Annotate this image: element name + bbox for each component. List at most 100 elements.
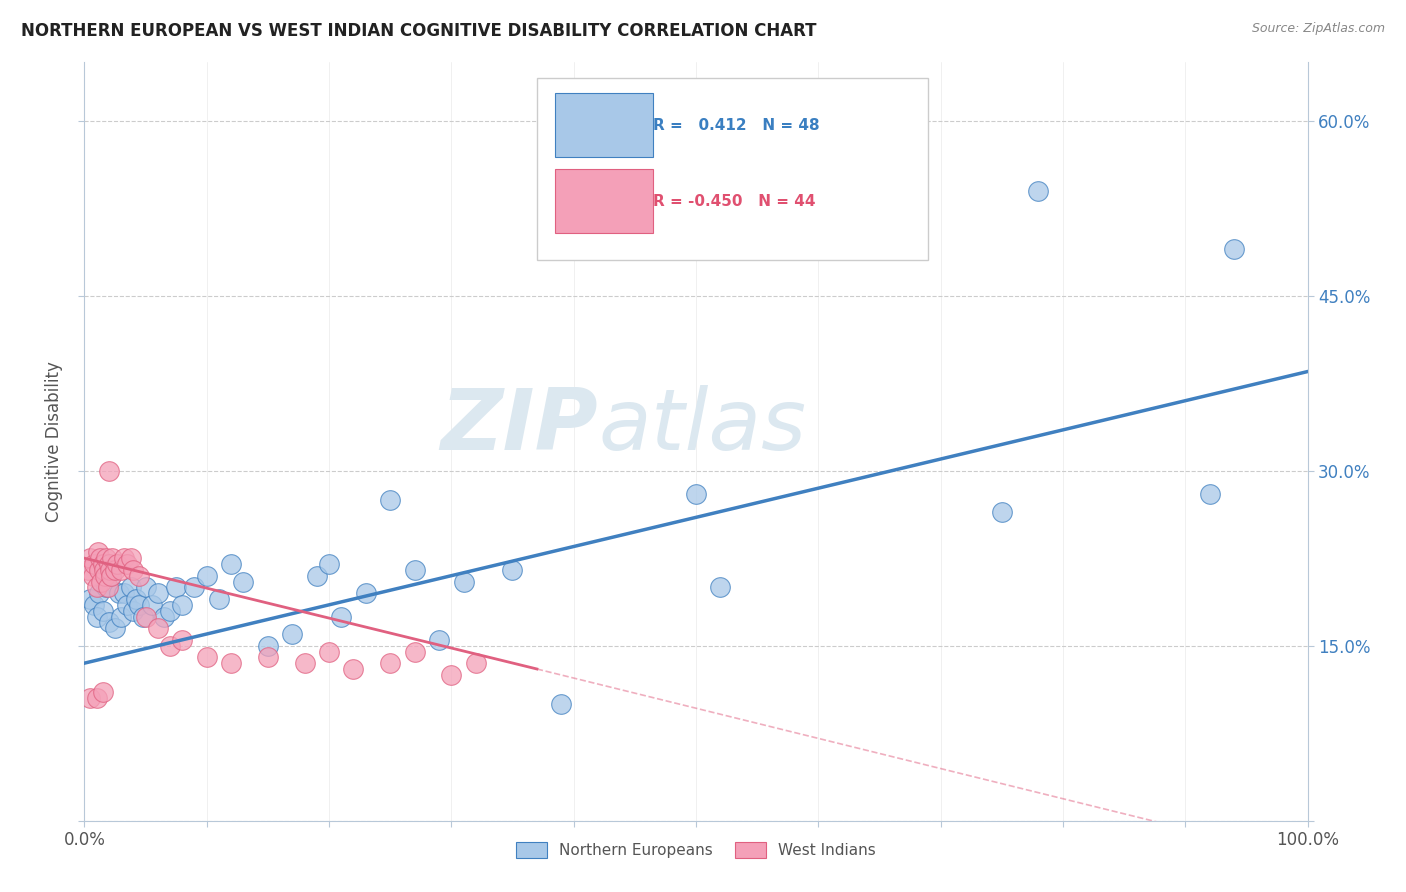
- Point: [97, 464, 120, 478]
- Point: [232, 574, 254, 589]
- Point: [104, 621, 127, 635]
- Point: [105, 557, 128, 571]
- Point: [87, 586, 110, 600]
- Point: [120, 551, 142, 566]
- FancyBboxPatch shape: [555, 93, 654, 157]
- Point: [77, 563, 100, 577]
- Point: [94, 568, 117, 582]
- Point: [342, 662, 364, 676]
- Point: [1028, 184, 1050, 198]
- Point: [427, 632, 450, 647]
- Point: [380, 656, 402, 670]
- FancyBboxPatch shape: [555, 169, 654, 233]
- Point: [101, 551, 124, 566]
- Point: [89, 551, 111, 566]
- Point: [464, 656, 486, 670]
- Point: [404, 563, 426, 577]
- Point: [380, 492, 402, 507]
- Point: [195, 568, 218, 582]
- FancyBboxPatch shape: [537, 78, 928, 260]
- Point: [86, 580, 108, 594]
- Point: [90, 574, 112, 589]
- Point: [219, 656, 242, 670]
- Point: [91, 557, 114, 571]
- Point: [318, 557, 340, 571]
- Text: atlas: atlas: [598, 384, 806, 468]
- Point: [165, 580, 187, 594]
- Point: [87, 563, 110, 577]
- Point: [86, 609, 108, 624]
- Point: [1198, 487, 1220, 501]
- Point: [107, 586, 129, 600]
- Point: [453, 574, 475, 589]
- Point: [110, 609, 132, 624]
- Point: [104, 563, 127, 577]
- Point: [208, 592, 231, 607]
- Point: [257, 639, 280, 653]
- Point: [219, 557, 242, 571]
- Point: [146, 621, 169, 635]
- Point: [159, 639, 181, 653]
- Text: R = -0.450   N = 44: R = -0.450 N = 44: [654, 194, 815, 209]
- Point: [96, 551, 118, 566]
- Point: [96, 580, 118, 594]
- Point: [128, 568, 150, 582]
- Point: [97, 615, 120, 630]
- Point: [86, 691, 108, 706]
- Point: [1223, 242, 1246, 256]
- Point: [141, 598, 163, 612]
- Point: [330, 609, 353, 624]
- Point: [91, 685, 114, 699]
- Point: [709, 580, 731, 594]
- Point: [318, 644, 340, 658]
- Point: [100, 568, 122, 582]
- Point: [991, 504, 1014, 518]
- Point: [122, 604, 145, 618]
- Point: [354, 586, 377, 600]
- Point: [404, 644, 426, 658]
- Point: [112, 586, 135, 600]
- Point: [159, 604, 181, 618]
- Point: [79, 551, 101, 566]
- Point: [132, 609, 155, 624]
- Point: [87, 545, 110, 559]
- Point: [257, 650, 280, 665]
- Point: [79, 691, 101, 706]
- Point: [93, 563, 115, 577]
- Point: [135, 609, 157, 624]
- Point: [183, 580, 205, 594]
- Point: [550, 697, 572, 711]
- Point: [305, 568, 328, 582]
- Text: Source: ZipAtlas.com: Source: ZipAtlas.com: [1251, 22, 1385, 36]
- Point: [83, 598, 105, 612]
- Point: [146, 586, 169, 600]
- Point: [98, 563, 121, 577]
- Point: [440, 668, 463, 682]
- Point: [153, 609, 176, 624]
- Text: R =   0.412   N = 48: R = 0.412 N = 48: [654, 118, 820, 133]
- Y-axis label: Cognitive Disability: Cognitive Disability: [45, 361, 63, 522]
- Text: NORTHERN EUROPEAN VS WEST INDIAN COGNITIVE DISABILITY CORRELATION CHART: NORTHERN EUROPEAN VS WEST INDIAN COGNITI…: [21, 22, 817, 40]
- Point: [120, 580, 142, 594]
- Point: [195, 650, 218, 665]
- Point: [172, 632, 194, 647]
- Legend: Northern Europeans, West Indians: Northern Europeans, West Indians: [509, 835, 883, 866]
- Point: [122, 563, 145, 577]
- Point: [115, 557, 138, 571]
- Point: [97, 580, 120, 594]
- Point: [685, 487, 707, 501]
- Point: [281, 627, 304, 641]
- Point: [115, 598, 138, 612]
- Point: [294, 656, 316, 670]
- Point: [128, 598, 150, 612]
- Point: [79, 592, 101, 607]
- Point: [110, 563, 132, 577]
- Point: [97, 557, 120, 571]
- Point: [125, 592, 148, 607]
- Point: [172, 598, 194, 612]
- Point: [100, 568, 122, 582]
- Point: [112, 551, 135, 566]
- Point: [135, 580, 157, 594]
- Text: ZIP: ZIP: [440, 384, 598, 468]
- Point: [502, 563, 524, 577]
